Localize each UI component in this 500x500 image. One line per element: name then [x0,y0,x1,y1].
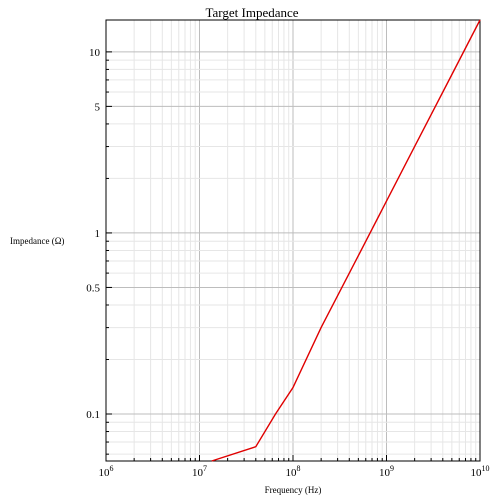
x-tick-label-exponent: 10 [482,464,490,473]
y-tick-label: 0.5 [86,282,100,294]
y-tick-label: 1 [95,228,101,240]
y-tick-label: 10 [89,47,101,59]
chart-title: Target Impedance [205,5,298,20]
y-tick-label: 5 [95,101,101,113]
x-tick-label: 109 [379,464,394,479]
axis-ticks [105,51,477,461]
x-tick-label-exponent: 7 [203,464,207,473]
x-tick-label-exponent: 8 [297,464,301,473]
x-tick-label: 106 [99,464,114,479]
impedance-line [211,19,481,462]
y-tick-label: 0.1 [86,409,100,421]
y-axis-label: Impedance (Ω) [10,236,64,246]
x-tick-label-exponent: 6 [110,464,114,473]
x-axis-label: Frequency (Hz) [265,485,322,495]
x-tick-label-base: 10 [286,467,298,479]
x-tick-label-base: 10 [379,467,391,479]
x-tick-label-base: 10 [471,467,483,479]
series-layer [211,19,481,462]
x-tick-label-base: 10 [99,467,111,479]
x-tick-label: 107 [192,464,207,479]
x-tick-label-exponent: 9 [390,464,394,473]
x-tick-label: 1010 [471,464,490,479]
x-tick-label: 108 [286,464,301,479]
x-tick-label-base: 10 [192,467,204,479]
grid [105,20,480,461]
